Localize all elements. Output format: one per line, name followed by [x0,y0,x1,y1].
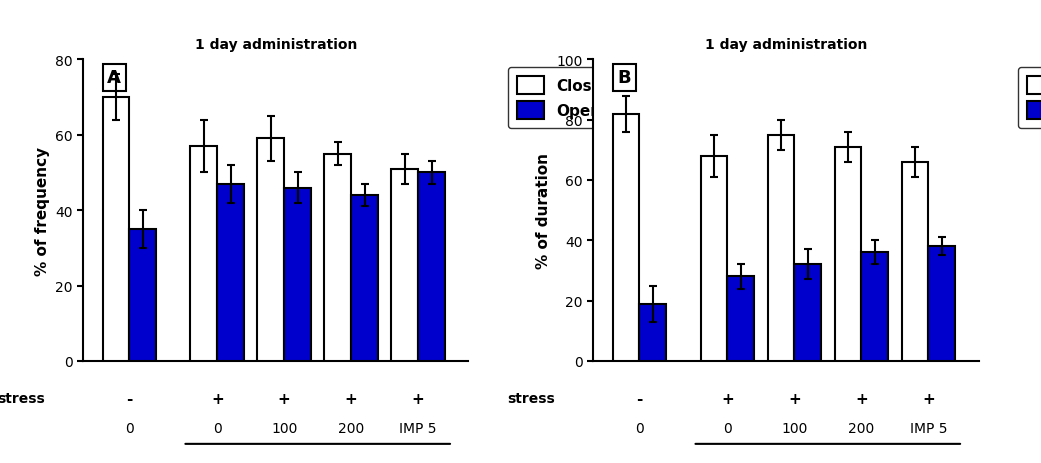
Text: IMP 5: IMP 5 [910,421,947,435]
Y-axis label: % of duration: % of duration [536,153,551,269]
Text: +: + [211,391,224,406]
Bar [102,98,129,361]
Bar [391,169,418,361]
Text: 200: 200 [848,421,874,435]
Text: +: + [922,391,935,406]
Legend: Closed, Open: Closed, Open [1018,68,1041,129]
Text: stress: stress [0,391,45,405]
Bar [929,247,955,361]
Text: +: + [855,391,868,406]
Bar [191,147,218,361]
Text: IMP 5: IMP 5 [400,421,437,435]
Bar [284,188,311,361]
Bar [351,195,378,361]
Text: 200: 200 [338,421,364,435]
Text: stress: stress [507,391,555,405]
Legend: Closed, Open: Closed, Open [508,68,623,129]
Text: 100: 100 [781,421,808,435]
Text: +: + [278,391,290,406]
Bar [218,184,244,361]
Bar [728,277,754,361]
Text: 0: 0 [722,421,732,435]
Text: +: + [345,391,358,406]
Title: 1 day administration: 1 day administration [705,38,867,52]
Bar [701,156,728,361]
Text: B: B [617,69,631,87]
Text: 100: 100 [271,421,298,435]
Text: +: + [788,391,801,406]
Bar [325,154,351,361]
Y-axis label: % of frequency: % of frequency [34,146,50,275]
Text: +: + [412,391,425,406]
Text: +: + [721,391,734,406]
Text: 0: 0 [635,421,643,435]
Bar [794,265,821,361]
Bar [902,163,929,361]
Bar [129,230,156,361]
Text: -: - [636,391,642,406]
Bar [639,304,666,361]
Bar [835,147,861,361]
Bar [257,139,284,361]
Bar [418,173,445,361]
Text: A: A [107,69,121,87]
Bar [612,114,639,361]
Bar [767,135,794,361]
Title: 1 day administration: 1 day administration [195,38,357,52]
Text: -: - [126,391,132,406]
Bar [861,253,888,361]
Text: 0: 0 [125,421,133,435]
Text: 0: 0 [212,421,222,435]
